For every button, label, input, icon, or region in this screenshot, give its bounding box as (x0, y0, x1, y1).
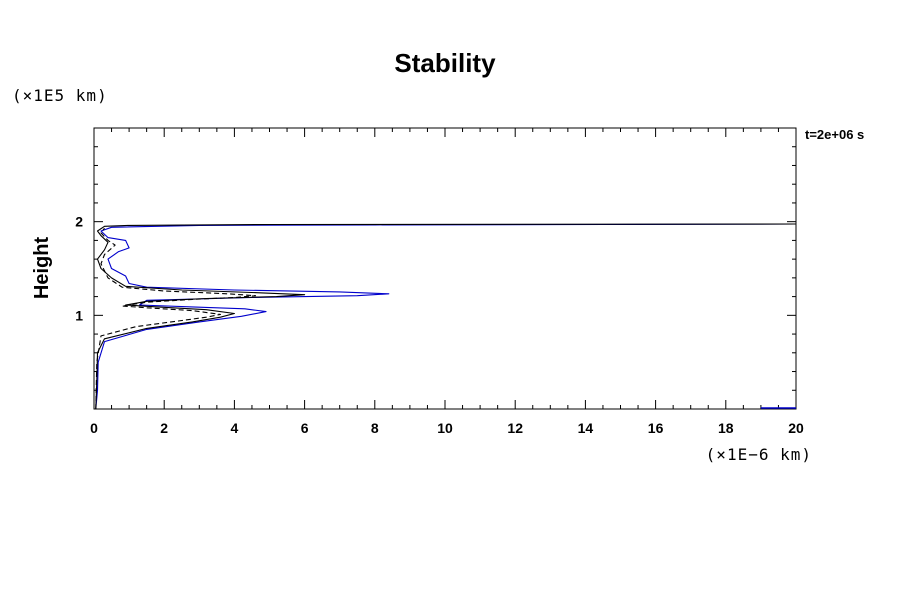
axis-ticks (93, 127, 797, 410)
x-tick-label: 2 (160, 420, 168, 436)
x-tick-label: 18 (718, 420, 734, 436)
x-tick-label: 16 (648, 420, 664, 436)
x-tick-label: 8 (371, 420, 379, 436)
y-axis-label: Height (31, 237, 53, 300)
series-line-3 (95, 227, 257, 410)
series-layer (95, 223, 797, 410)
y-tick-label: 2 (75, 214, 83, 230)
y-tick-label: 1 (75, 307, 83, 323)
chart-title: Stability (394, 48, 496, 78)
series-line-2 (95, 223, 797, 410)
series-line-1 (95, 223, 797, 410)
x-tick-label: 20 (788, 420, 804, 436)
x-tick-label: 14 (578, 420, 594, 436)
plot-frame (93, 127, 797, 410)
y-axis-unit: (×1E5 km) (12, 86, 108, 105)
x-tick-labels: 0 2 4 6 8 10 12 14 16 18 20 (90, 420, 804, 436)
x-tick-label: 6 (301, 420, 309, 436)
y-tick-labels: 12 (75, 214, 83, 324)
x-tick-label: 12 (507, 420, 523, 436)
x-tick-label: 0 (90, 420, 98, 436)
time-annotation: t=2e+06 s (805, 127, 864, 142)
x-axis-unit: (×1E−6 km) (706, 445, 812, 464)
x-tick-label: 4 (231, 420, 239, 436)
x-tick-label: 10 (437, 420, 453, 436)
